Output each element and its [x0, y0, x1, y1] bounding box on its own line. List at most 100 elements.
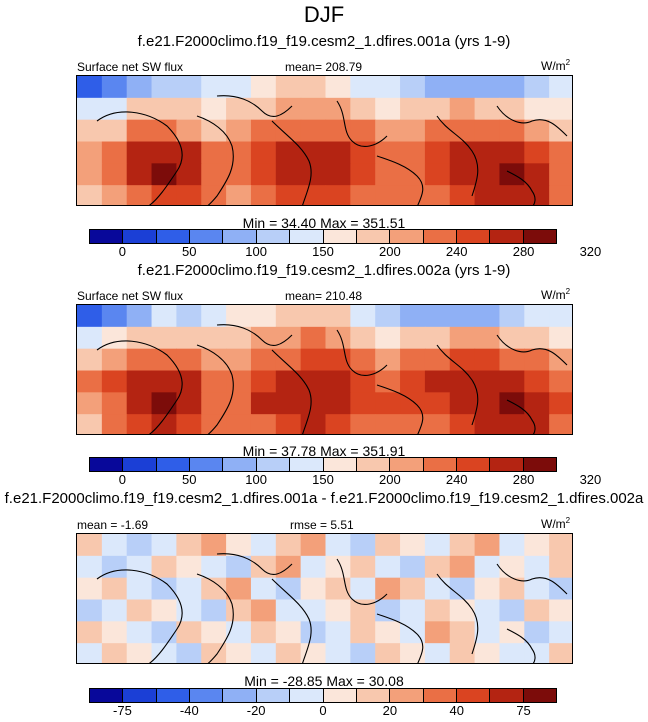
field-cell	[449, 326, 476, 350]
colorbar-segment	[490, 230, 524, 243]
field-cell	[126, 555, 153, 579]
field-cell	[474, 326, 501, 350]
field-cell	[126, 534, 153, 557]
field-cell	[400, 119, 426, 143]
coastline	[506, 399, 536, 434]
field-cell	[176, 119, 202, 143]
field-cell	[449, 555, 476, 579]
field-cell	[400, 643, 426, 663]
coastline	[436, 344, 479, 426]
panel1-map	[76, 75, 573, 206]
colorbar-segment	[323, 230, 357, 243]
field-cell	[126, 119, 153, 143]
colorbar-segment	[190, 458, 224, 471]
field-cell	[275, 621, 302, 644]
field-cell	[77, 555, 103, 579]
field-cell	[275, 163, 302, 186]
coastline	[336, 558, 388, 605]
field-cell	[400, 185, 426, 205]
field-cell	[101, 599, 128, 622]
field-cell	[549, 643, 572, 663]
field-cell	[350, 621, 376, 644]
field-cell	[176, 326, 202, 350]
field-cell	[275, 76, 302, 99]
coastline	[376, 155, 424, 205]
field-cell	[449, 643, 476, 663]
field-cell	[176, 392, 202, 415]
field-cell	[549, 163, 572, 186]
coastline	[506, 628, 536, 663]
colorbar-segment	[156, 230, 191, 243]
panel1-title: f.e21.F2000climo.f19_f19.cesm2_1.dfires.…	[137, 33, 511, 50]
field-cell	[250, 414, 277, 434]
field-cell	[474, 534, 501, 557]
field-cell	[151, 392, 177, 415]
field-cell	[325, 643, 351, 663]
field-cell	[424, 534, 451, 557]
field-cell	[474, 599, 501, 622]
field-cell	[151, 326, 177, 350]
field-cell	[325, 414, 351, 434]
field-cell	[449, 76, 476, 99]
field-cell	[176, 348, 202, 372]
field-cell	[176, 643, 202, 663]
field-cell	[524, 621, 550, 644]
field-cell	[350, 370, 376, 393]
colorbar-segment	[356, 230, 391, 243]
field-cell	[126, 621, 153, 644]
field-cell	[77, 76, 103, 99]
colorbar-segment	[290, 230, 324, 243]
colorbar-segment	[390, 458, 424, 471]
field-cell	[350, 555, 376, 579]
colorbar-segment	[90, 230, 124, 243]
field-cell	[474, 555, 501, 579]
field-cell	[226, 534, 252, 557]
field-cell	[524, 414, 550, 434]
field-cell	[250, 370, 277, 393]
field-cell	[151, 370, 177, 393]
field-cell	[375, 119, 401, 143]
panel3-mean-label: mean = -1.69	[77, 518, 149, 532]
panel1-mean-label: mean= 208.79	[285, 60, 363, 74]
field-cell	[524, 97, 550, 121]
panel3-title: f.e21.F2000climo.f19_f19.cesm2_1.dfires.…	[4, 490, 644, 507]
field-cell	[226, 414, 252, 434]
field-cell	[350, 185, 376, 205]
panel2-variable-label: Surface net SW flux	[77, 289, 184, 303]
panel1-coastlines	[96, 95, 568, 205]
field-cell	[77, 534, 103, 557]
colorbar-segment	[523, 689, 557, 702]
field-cell	[424, 414, 451, 434]
field-cell	[201, 185, 227, 205]
field-cell	[126, 392, 153, 415]
colorbar-segment	[523, 230, 557, 243]
coastline	[271, 349, 312, 434]
field-cell	[275, 119, 302, 143]
field-cell	[300, 119, 327, 143]
field-cell	[375, 555, 401, 579]
colorbar-segment	[423, 230, 457, 243]
coastline	[96, 340, 183, 434]
field-cell	[101, 555, 128, 579]
field-cell	[250, 348, 277, 372]
field-cell	[499, 555, 525, 579]
field-cell	[350, 534, 376, 557]
field-cell	[250, 555, 277, 579]
field-cell	[400, 534, 426, 557]
field-cell	[400, 621, 426, 644]
field-cell	[176, 97, 202, 121]
panel1-field	[77, 76, 572, 205]
field-cell	[101, 326, 128, 350]
panel1-minmax: Min = 34.40 Max = 351.51	[242, 215, 406, 231]
colorbar-segment	[223, 458, 257, 471]
colorbar-tick-label: 100	[245, 472, 267, 487]
field-cell	[201, 555, 227, 579]
field-cell	[226, 97, 252, 121]
field-cell	[101, 305, 128, 328]
field-cell	[77, 599, 103, 622]
field-cell	[375, 185, 401, 205]
field-cell	[300, 76, 327, 99]
field-cell	[275, 599, 302, 622]
field-cell	[300, 643, 327, 663]
field-cell	[250, 621, 277, 644]
